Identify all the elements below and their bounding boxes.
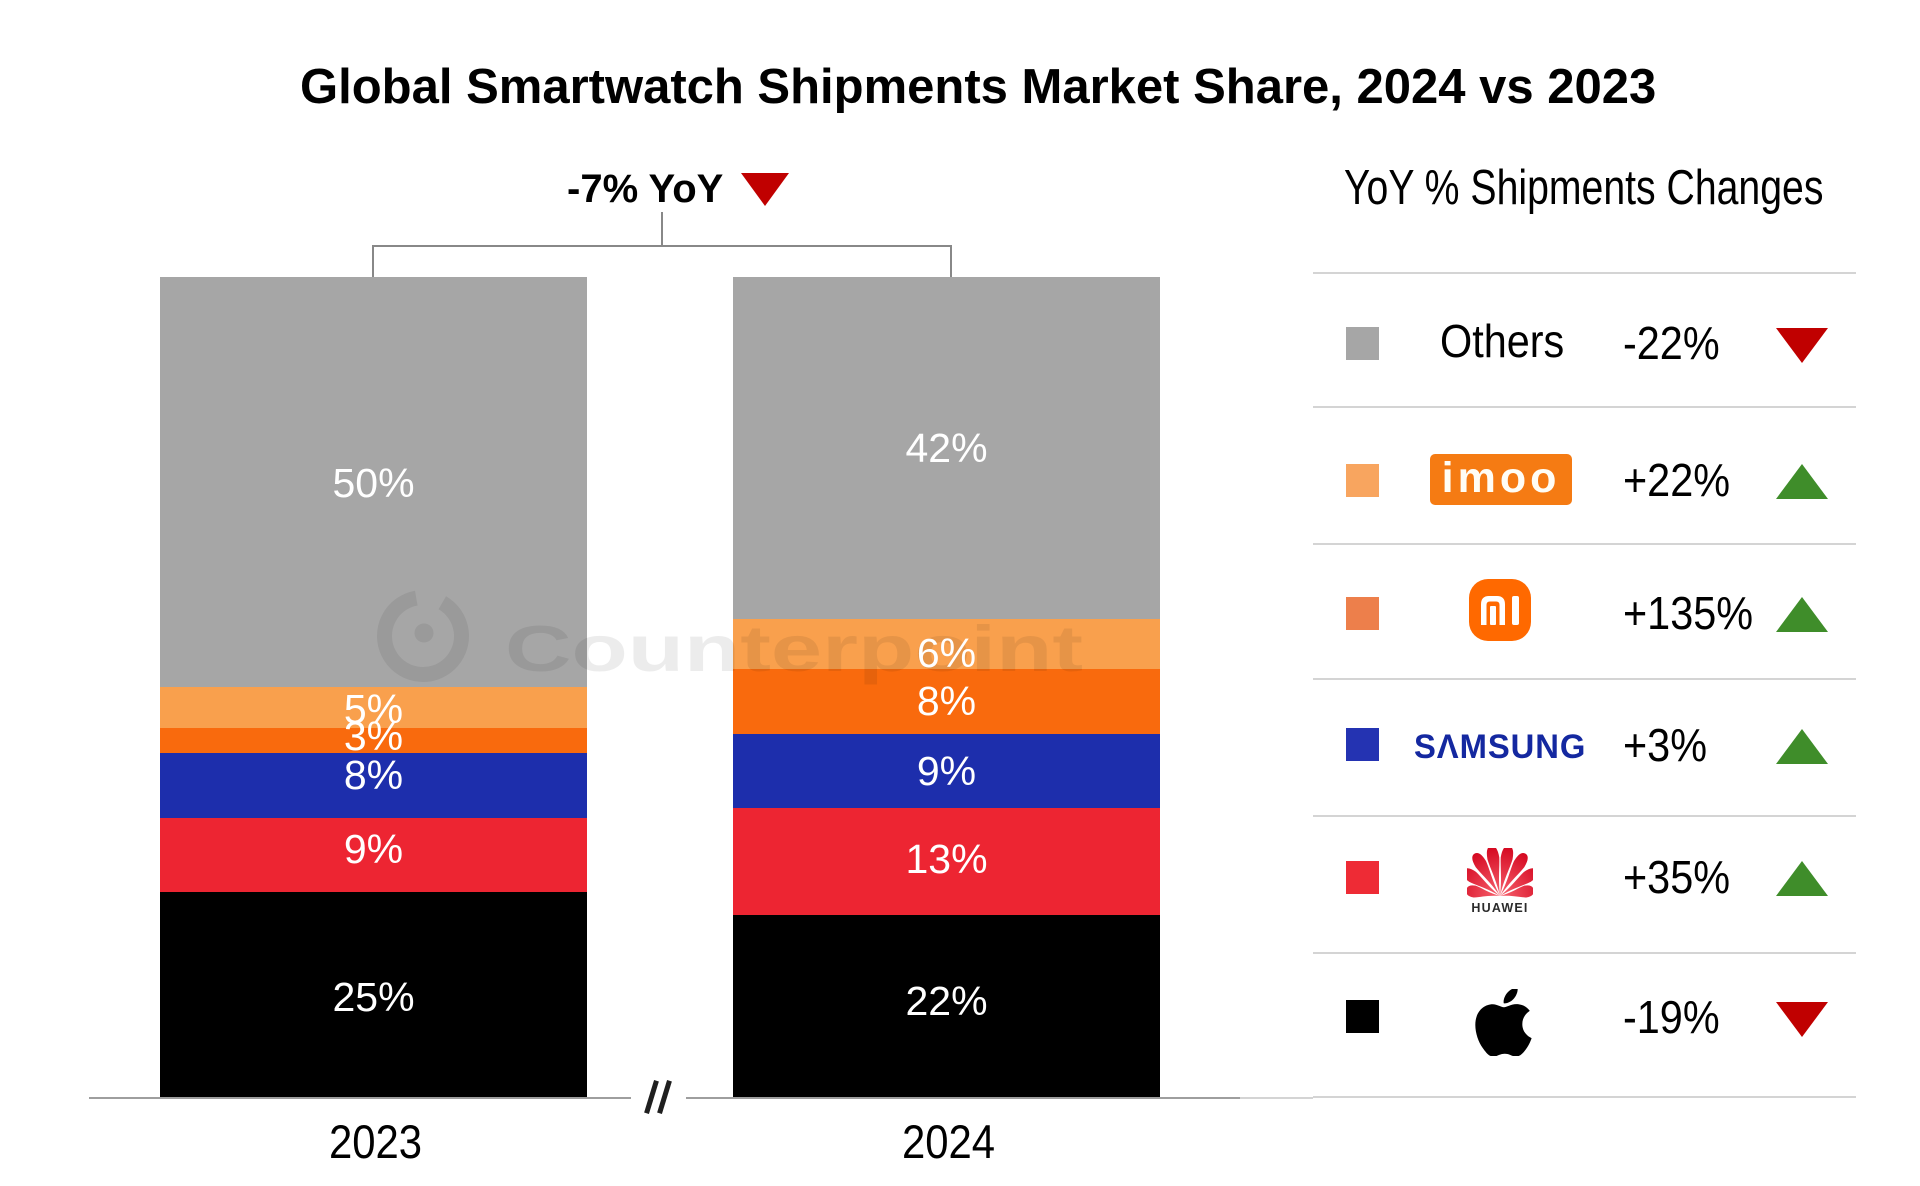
svg-text:Counterpoint: Counterpoint <box>505 612 1083 685</box>
svg-text:HUAWEI: HUAWEI <box>1471 901 1528 915</box>
